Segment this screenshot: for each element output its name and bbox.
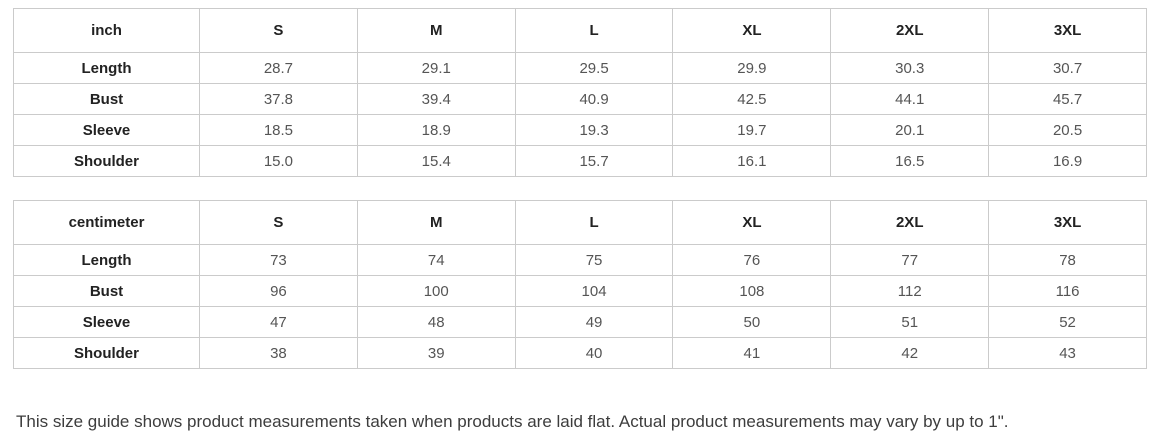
measurement-row: Bust 37.8 39.4 40.9 42.5 44.1 45.7 — [13, 83, 1147, 115]
measurement-value: 42.5 — [672, 83, 832, 115]
measurement-row: Shoulder 38 39 40 41 42 43 — [13, 337, 1147, 369]
measurement-value: 40.9 — [514, 83, 674, 115]
measurement-value: 52 — [988, 306, 1147, 338]
measurement-value: 19.3 — [514, 114, 674, 146]
measurement-label: Sleeve — [13, 114, 200, 146]
measurement-value: 18.5 — [199, 114, 358, 146]
measurement-value: 16.1 — [672, 145, 832, 177]
size-column-header: 3XL — [988, 200, 1147, 245]
measurement-value: 49 — [514, 306, 674, 338]
table-header-row: inch S M L XL 2XL 3XL — [13, 8, 1147, 53]
measurement-row: Shoulder 15.0 15.4 15.7 16.1 16.5 16.9 — [13, 145, 1147, 177]
measurement-value: 16.5 — [830, 145, 990, 177]
measurement-value: 73 — [199, 244, 358, 276]
size-column-header: M — [356, 8, 516, 53]
unit-header-cell: centimeter — [13, 200, 200, 245]
measurement-value: 78 — [988, 244, 1147, 276]
measurement-label: Sleeve — [13, 306, 200, 338]
measurement-value: 48 — [356, 306, 516, 338]
measurement-value: 19.7 — [672, 114, 832, 146]
measurement-value: 15.0 — [199, 145, 358, 177]
size-table-inch: inch S M L XL 2XL 3XL Length 28.7 29.1 2… — [13, 8, 1147, 177]
measurement-label: Length — [13, 244, 200, 276]
measurement-value: 45.7 — [988, 83, 1147, 115]
measurement-value: 37.8 — [199, 83, 358, 115]
table-header-row: centimeter S M L XL 2XL 3XL — [13, 200, 1147, 245]
measurement-row: Bust 96 100 104 108 112 116 — [13, 275, 1147, 307]
measurement-value: 15.4 — [356, 145, 516, 177]
size-column-header: 3XL — [988, 8, 1147, 53]
measurement-value: 44.1 — [830, 83, 990, 115]
size-table-centimeter: centimeter S M L XL 2XL 3XL Length 73 74… — [13, 200, 1147, 369]
measurement-value: 50 — [672, 306, 832, 338]
measurement-value: 41 — [672, 337, 832, 369]
measurement-value: 42 — [830, 337, 990, 369]
size-column-header: L — [514, 8, 674, 53]
measurement-value: 77 — [830, 244, 990, 276]
measurement-value: 18.9 — [356, 114, 516, 146]
measurement-value: 39 — [356, 337, 516, 369]
measurement-row: Length 28.7 29.1 29.5 29.9 30.3 30.7 — [13, 52, 1147, 84]
measurement-row: Sleeve 47 48 49 50 51 52 — [13, 306, 1147, 338]
unit-header-cell: inch — [13, 8, 200, 53]
measurement-value: 30.7 — [988, 52, 1147, 84]
measurement-value: 28.7 — [199, 52, 358, 84]
measurement-label: Shoulder — [13, 145, 200, 177]
measurement-value: 100 — [356, 275, 516, 307]
measurement-value: 29.1 — [356, 52, 516, 84]
measurement-value: 47 — [199, 306, 358, 338]
measurement-value: 116 — [988, 275, 1147, 307]
measurement-label: Shoulder — [13, 337, 200, 369]
measurement-value: 43 — [988, 337, 1147, 369]
measurement-row: Sleeve 18.5 18.9 19.3 19.7 20.1 20.5 — [13, 114, 1147, 146]
size-column-header: M — [356, 200, 516, 245]
size-column-header: 2XL — [830, 8, 990, 53]
measurement-value: 20.5 — [988, 114, 1147, 146]
measurement-value: 39.4 — [356, 83, 516, 115]
size-column-header: S — [199, 8, 358, 53]
measurement-row: Length 73 74 75 76 77 78 — [13, 244, 1147, 276]
measurement-label: Bust — [13, 275, 200, 307]
size-column-header: 2XL — [830, 200, 990, 245]
measurement-value: 104 — [514, 275, 674, 307]
measurement-value: 74 — [356, 244, 516, 276]
measurement-label: Bust — [13, 83, 200, 115]
size-column-header: XL — [672, 8, 832, 53]
measurement-value: 112 — [830, 275, 990, 307]
measurement-value: 30.3 — [830, 52, 990, 84]
size-column-header: XL — [672, 200, 832, 245]
measurement-value: 15.7 — [514, 145, 674, 177]
measurement-value: 108 — [672, 275, 832, 307]
measurement-value: 29.9 — [672, 52, 832, 84]
measurement-value: 16.9 — [988, 145, 1147, 177]
measurement-value: 38 — [199, 337, 358, 369]
measurement-value: 76 — [672, 244, 832, 276]
size-column-header: L — [514, 200, 674, 245]
measurement-value: 96 — [199, 275, 358, 307]
size-guide-note: This size guide shows product measuremen… — [16, 412, 1009, 431]
measurement-value: 51 — [830, 306, 990, 338]
measurement-value: 29.5 — [514, 52, 674, 84]
measurement-value: 40 — [514, 337, 674, 369]
measurement-label: Length — [13, 52, 200, 84]
measurement-value: 20.1 — [830, 114, 990, 146]
measurement-value: 75 — [514, 244, 674, 276]
size-column-header: S — [199, 200, 358, 245]
